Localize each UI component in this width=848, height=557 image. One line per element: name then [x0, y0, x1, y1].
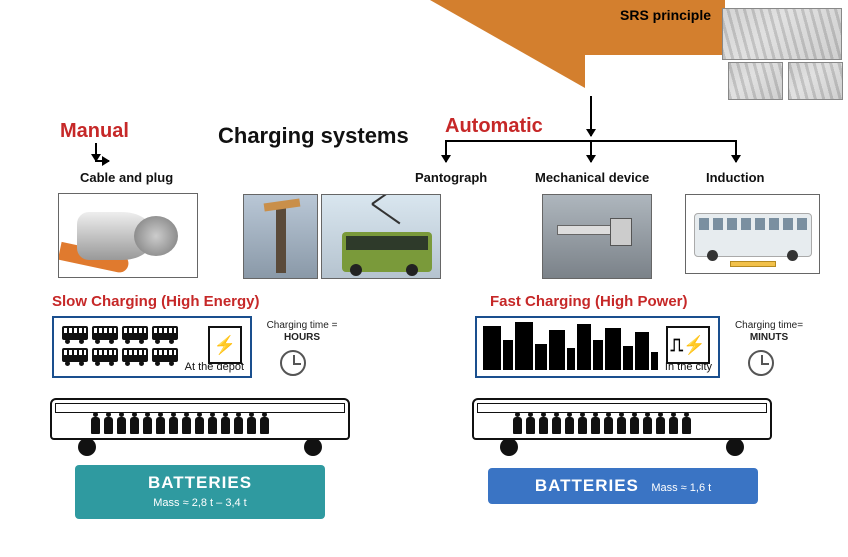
sub-panto: Pantograph [415, 170, 487, 185]
srs-photo-1 [722, 8, 842, 60]
img-cable-plug [58, 193, 198, 278]
clock-icon-slow [280, 350, 306, 376]
panel-depot: ⚡ At the dépôt [52, 316, 252, 378]
srs-banner: SRS principle [430, 0, 848, 90]
battery-slow: BATTERIES Mass ≈ 2,8 t – 3,4 t [75, 465, 325, 519]
depot-bus-grid [60, 324, 190, 368]
srs-photo-3 [788, 62, 843, 100]
diagram-title: Charging systems [218, 123, 409, 149]
arrow-auto-1 [445, 140, 447, 162]
arrow-auto-3 [735, 140, 737, 162]
srs-label: SRS principle [620, 7, 711, 23]
fast-title: Fast Charging (High Power) [490, 293, 688, 310]
fast-charger-icon: ⎍⚡ [666, 326, 710, 364]
clock-icon-fast [748, 350, 774, 376]
automatic-label: Automatic [445, 115, 543, 138]
arrow-auto-2 [590, 140, 592, 162]
manual-label: Manual [60, 120, 129, 143]
charger-icon: ⚡ [208, 326, 242, 364]
arrow-manual-down [95, 143, 97, 161]
img-mech-device [542, 194, 652, 279]
sub-mech: Mechanical device [535, 170, 649, 185]
city-skyline [483, 322, 658, 370]
slow-title: Slow Charging (High Energy) [52, 293, 260, 310]
srs-triangle [430, 0, 585, 88]
img-panto-bus [321, 194, 441, 279]
passengers-slow [90, 410, 336, 434]
bus-slow [50, 390, 350, 454]
depot-caption: At the dépôt [185, 361, 244, 373]
srs-photo-2 [728, 62, 783, 100]
arrow-manual-right [95, 160, 109, 162]
img-induction [685, 194, 820, 274]
fast-time-label: Charging time=MINUTS [730, 320, 808, 344]
bus-fast [472, 390, 772, 454]
arrow-srs-to-mech [590, 96, 592, 136]
img-panto-tower [243, 194, 318, 279]
panel-city: ⎍⚡ In the city [475, 316, 720, 378]
city-caption: In the city [665, 361, 712, 373]
passengers-fast [512, 410, 758, 434]
sub-induction: Induction [706, 170, 765, 185]
sub-cable: Cable and plug [80, 170, 173, 185]
slow-time-label: Charging time =HOURS [262, 320, 342, 344]
battery-fast: BATTERIES Mass ≈ 1,6 t [488, 468, 758, 504]
